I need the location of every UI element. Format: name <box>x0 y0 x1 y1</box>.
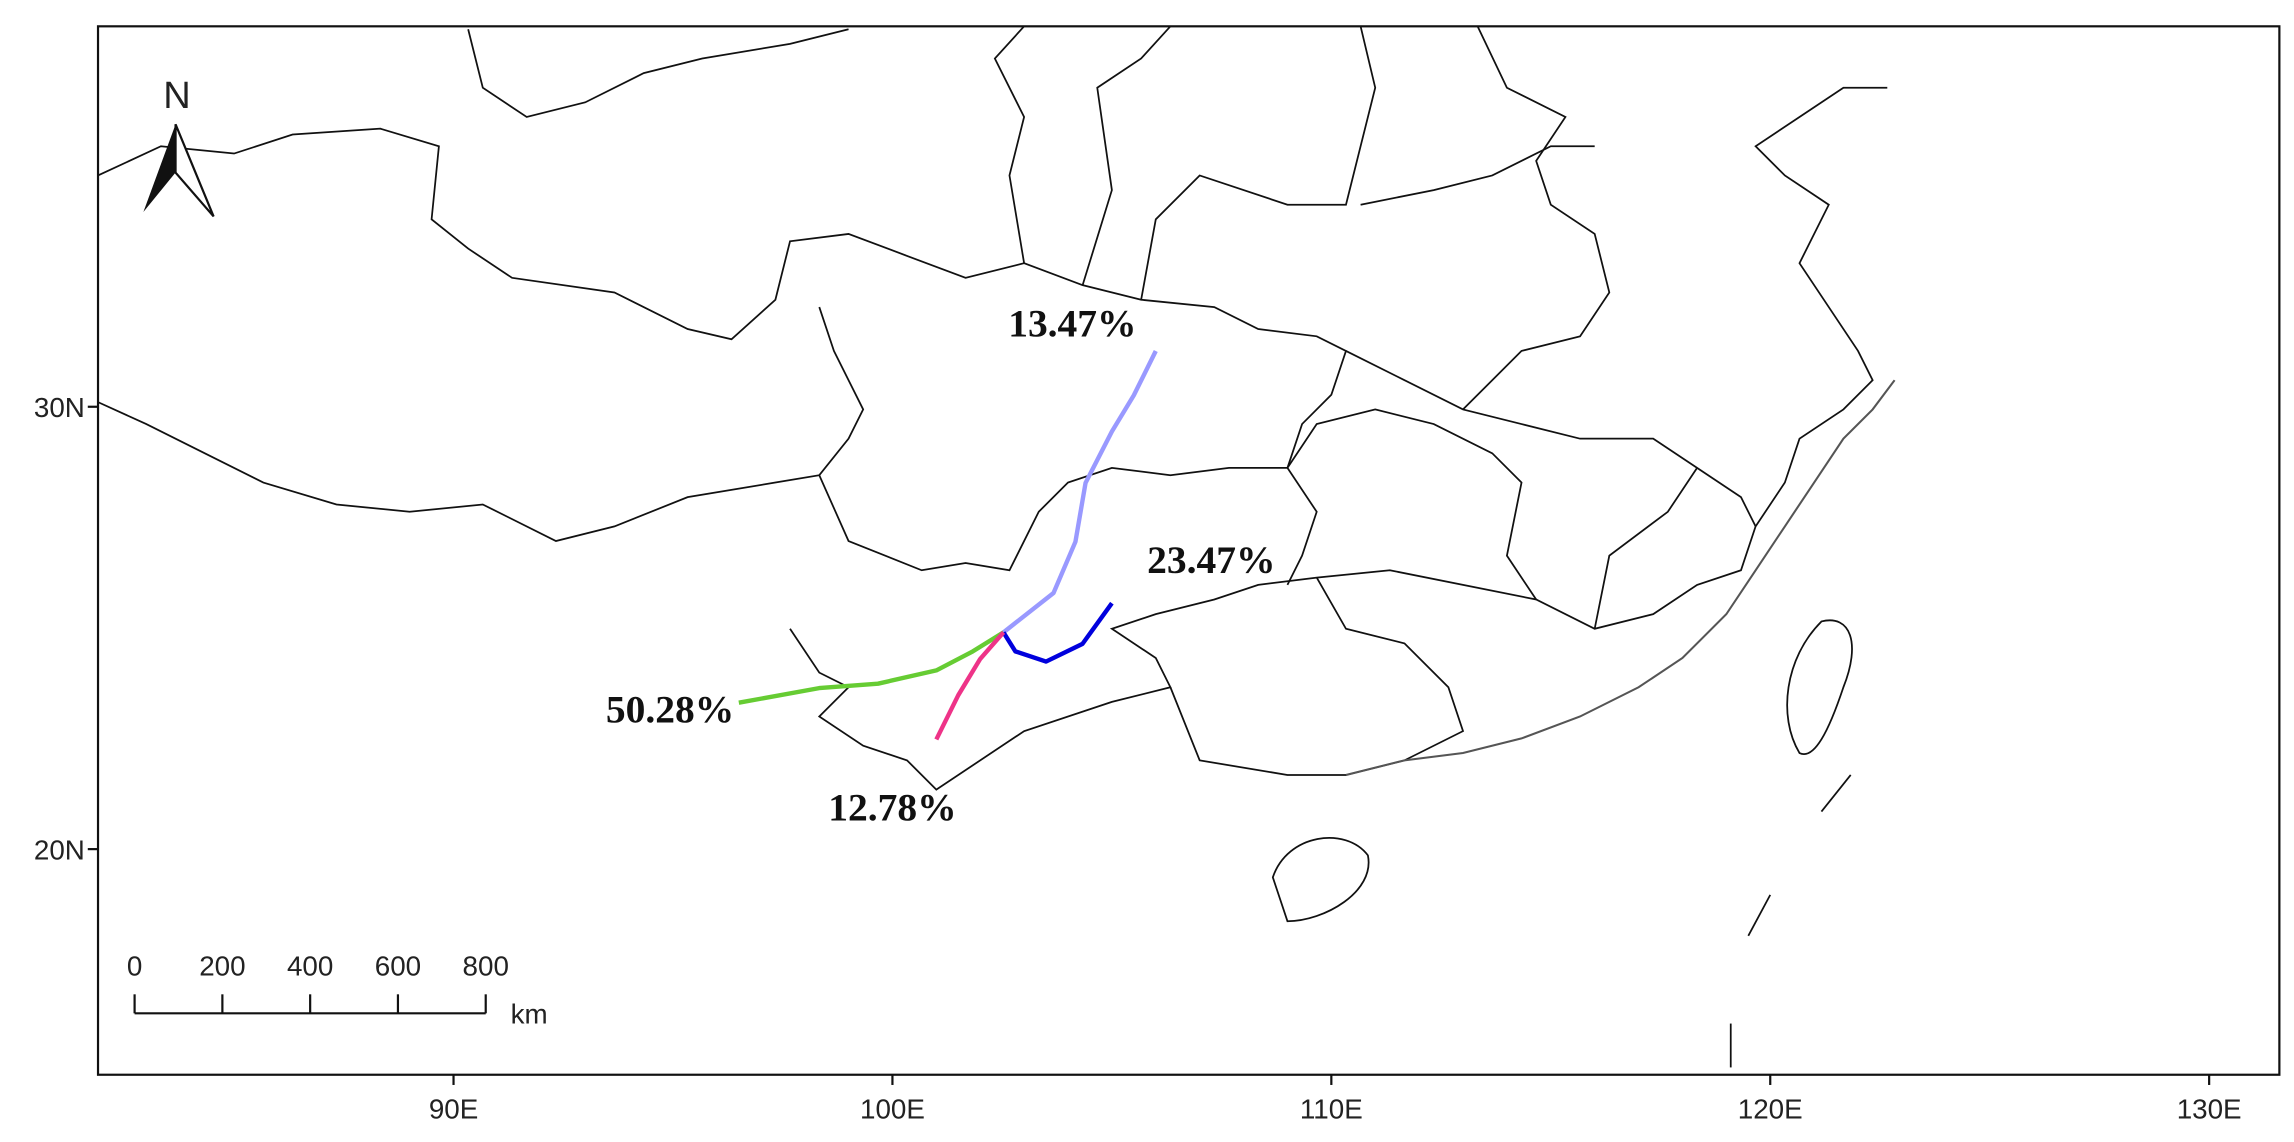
border <box>818 467 1288 572</box>
island <box>1747 894 1772 937</box>
trajectory <box>1001 601 1114 664</box>
border <box>467 28 849 118</box>
borders <box>97 25 1896 1068</box>
y-tick-label: 20N <box>34 834 85 865</box>
x-tick-label: 130E <box>2177 1094 2242 1125</box>
trajectory-label: 12.78% <box>828 785 956 829</box>
trajectory-label: 23.47% <box>1147 538 1275 582</box>
y-tick-label: 30N <box>34 392 85 423</box>
border <box>1081 25 1172 286</box>
scale-unit: km <box>511 999 548 1030</box>
trajectory-label: 50.28% <box>606 687 734 731</box>
scale-tick-label: 600 <box>375 950 421 981</box>
x-tick-label: 100E <box>860 1094 925 1125</box>
border <box>1345 350 1757 527</box>
x-tick-label: 120E <box>1738 1094 1803 1125</box>
trajectory <box>934 630 1006 741</box>
scale-tick-label: 800 <box>463 950 509 981</box>
map-frame <box>96 25 2281 1076</box>
scale-tick-label: 0 <box>127 950 142 981</box>
border <box>97 306 865 542</box>
island <box>1271 837 1370 923</box>
trajectory <box>738 630 1005 705</box>
island <box>1786 619 1853 756</box>
trajectory-label: 13.47% <box>1008 301 1136 345</box>
scale-tick-label: 400 <box>287 950 333 981</box>
border <box>1360 145 1595 206</box>
border <box>993 25 1026 264</box>
island <box>1820 774 1852 813</box>
north-label: N <box>163 75 190 117</box>
coastline <box>1345 379 1896 776</box>
scale-tick-label: 200 <box>199 950 245 981</box>
border <box>1286 408 1537 601</box>
north-arrow-right <box>174 123 215 218</box>
border <box>97 127 1348 586</box>
border <box>1140 26 1377 300</box>
scale-bar: km 0 200 400 600 800 <box>127 950 548 1029</box>
border <box>1169 577 1465 776</box>
border <box>1462 25 1611 411</box>
border <box>1593 467 1698 629</box>
x-tick-label: 110E <box>1300 1094 1363 1125</box>
x-tick-label: 90E <box>429 1094 478 1125</box>
trajectory <box>1002 350 1158 635</box>
